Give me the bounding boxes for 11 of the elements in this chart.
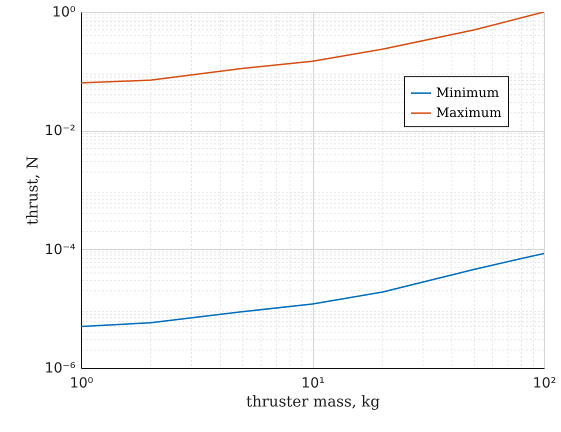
legend-label: Maximum (436, 106, 502, 122)
legend-label: Minimum (436, 86, 500, 102)
y-tick-label: 10⁻⁴ (44, 242, 76, 258)
x-axis-title: thruster mass, kg (246, 392, 380, 410)
y-tick-label: 10⁻⁶ (44, 360, 76, 376)
x-tick-label: 10¹ (301, 376, 325, 392)
y-tick-label: 10⁻² (44, 123, 76, 140)
x-tick-label: 10⁰ (70, 376, 94, 392)
x-tick-label: 10² (532, 376, 556, 392)
y-axis-title: thrust, N (24, 156, 42, 225)
y-tick-label: 10⁰ (52, 4, 76, 20)
